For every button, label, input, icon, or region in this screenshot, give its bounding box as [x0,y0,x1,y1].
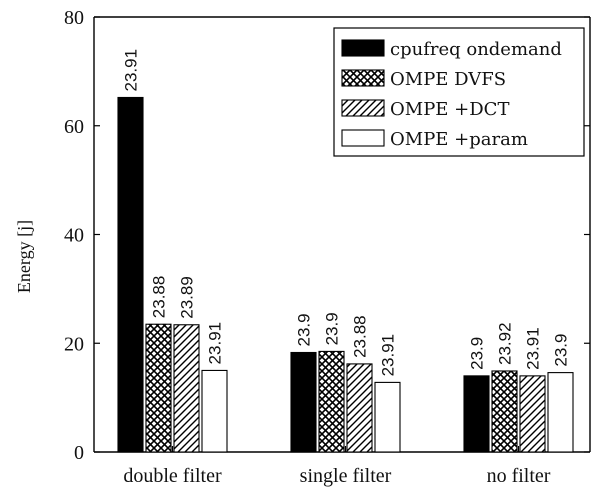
bar [117,96,144,453]
data-label: 23.9 [552,334,571,367]
y-tick-label: 80 [64,7,84,29]
legend-swatch [341,39,385,57]
y-tick-label: 60 [64,116,84,138]
category-label: no filter [487,465,551,487]
legend-label: cpufreq ondemand [390,39,562,60]
bar [491,370,518,453]
legend-label: OMPE DVFS [390,69,506,90]
y-tick-label: 40 [64,225,84,247]
data-label: 23.92 [496,322,515,365]
bar [346,363,373,453]
bar [201,369,228,453]
bar [318,350,345,453]
data-label: 23.9 [468,337,487,370]
bar [374,381,401,453]
legend-swatch [341,69,385,87]
data-label: 23.89 [178,276,197,319]
data-label: 23.88 [351,315,370,358]
data-label: 23.91 [524,327,543,370]
legend-swatch [341,129,385,147]
bar [290,351,317,453]
y-tick-label: 0 [74,442,84,464]
legend-label: OMPE +DCT [390,99,509,120]
bar [519,375,546,453]
category-label: double filter [123,465,222,487]
y-axis-title: Energy [j] [14,220,34,293]
data-label: 23.91 [122,49,141,92]
bar [547,372,574,453]
data-label: 23.9 [323,312,342,345]
legend-label: OMPE +param [390,129,528,150]
bar [463,375,490,453]
category-label: single filter [300,465,392,487]
data-label: 23.91 [379,334,398,377]
legend-swatch [341,99,385,117]
data-label: 23.91 [206,322,225,365]
bar [173,324,200,453]
bar [145,323,172,453]
y-tick-label: 20 [64,333,84,355]
data-label: 23.9 [295,313,314,346]
data-label: 23.88 [150,276,169,319]
